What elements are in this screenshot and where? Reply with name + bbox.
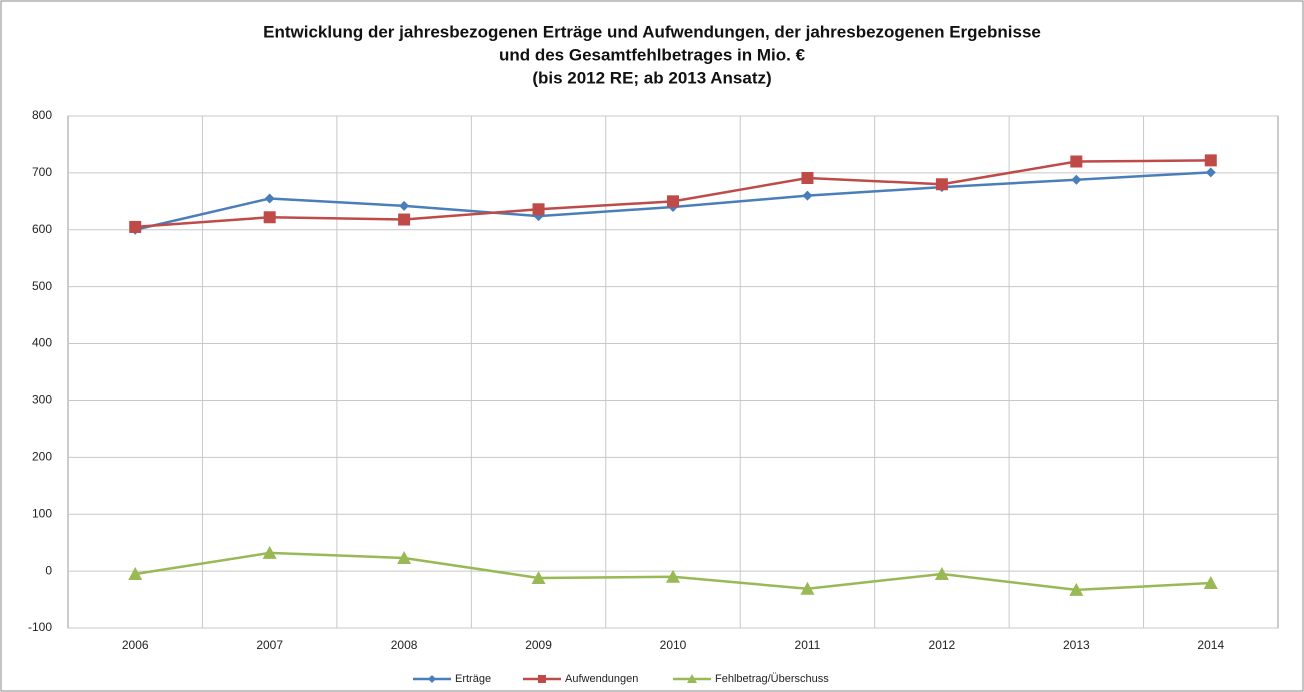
legend-label: Erträge [455,673,491,685]
x-tick-label: 2012 [929,638,956,652]
marker [264,193,275,204]
y-tick-label: 400 [32,336,52,350]
marker [1069,582,1084,596]
y-tick-label: 200 [32,450,52,464]
x-tick-label: 2008 [391,638,418,652]
marker [801,172,814,185]
legend-label: Aufwendungen [565,673,638,685]
y-tick-label: 700 [32,165,52,179]
marker [1071,174,1082,185]
x-tick-label: 2011 [795,638,821,652]
x-tick-label: 2009 [525,638,552,652]
marker [1203,576,1218,590]
marker [262,545,277,559]
x-tick-label: 2014 [1197,638,1224,652]
y-tick-label: 0 [45,563,52,577]
y-tick-label: 300 [32,393,52,407]
marker [397,551,412,565]
y-tick-label: 100 [32,506,52,520]
marker [399,200,410,211]
marker [802,190,813,201]
y-tick-label: 500 [32,279,52,293]
x-tick-label: 2010 [660,638,687,652]
chart-title: Entwicklung der jahresbezogenen Erträge … [263,22,1041,41]
marker [666,569,680,583]
x-tick-label: 2007 [256,638,283,652]
marker [934,566,949,580]
marker [129,220,142,233]
marker [1070,155,1083,168]
y-tick-label: 800 [32,108,52,122]
x-tick-label: 2013 [1063,638,1090,652]
marker [263,211,276,224]
marker [1205,167,1216,178]
marker [687,674,697,683]
y-tick-label: 600 [32,222,52,236]
marker [532,203,545,216]
marker [128,566,143,580]
y-tick-label: -100 [28,620,52,634]
marker [935,178,948,191]
marker [800,581,815,595]
x-tick-label: 2006 [122,638,149,652]
marker [1204,154,1217,167]
marker [398,213,411,226]
marker [428,675,436,683]
marker [538,675,546,683]
marker [531,570,546,584]
chart-title: (bis 2012 RE; ab 2013 Ansatz) [532,68,771,87]
legend-label: Fehlbetrag/Überschuss [715,673,829,685]
marker [667,195,679,208]
chart-title: und des Gesamtfehlbetrages in Mio. € [499,45,806,64]
